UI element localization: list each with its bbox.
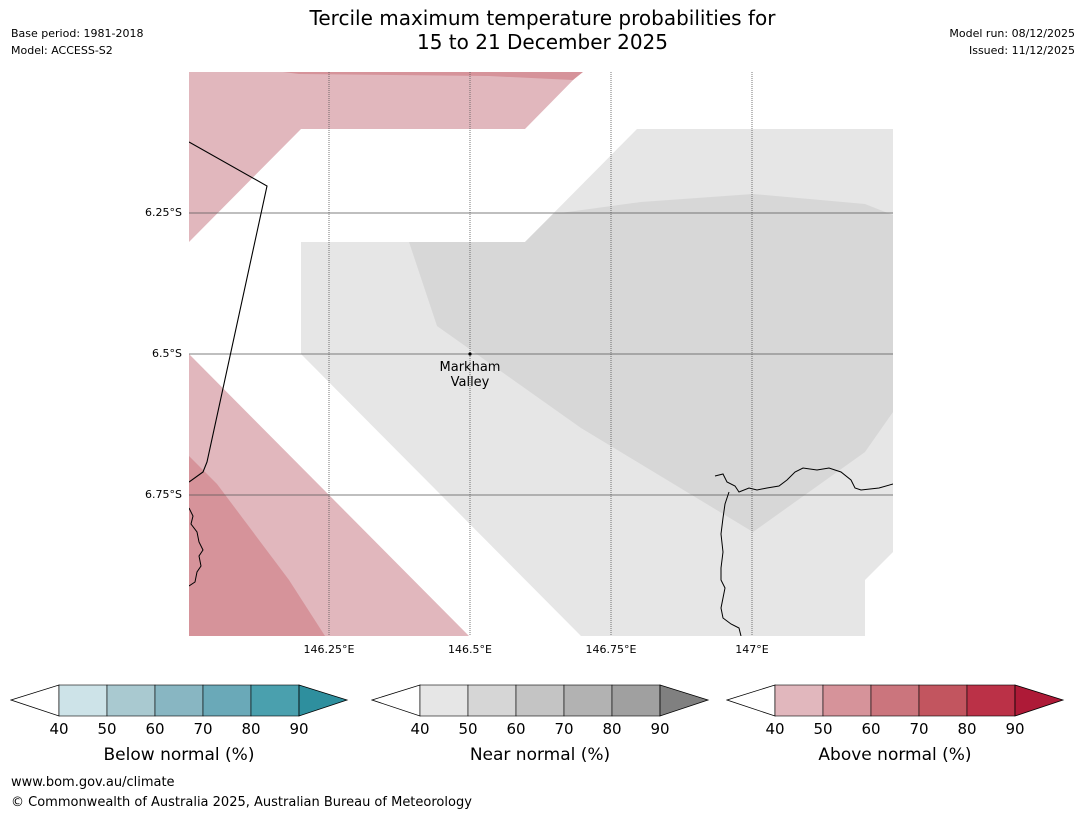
legend-near-title: Near normal (%) <box>469 745 611 765</box>
lat-label-6-5s: 6.5°S <box>152 347 182 360</box>
legend-below-tick: 60 <box>145 720 165 738</box>
model-run: Model run: 08/12/2025 <box>949 27 1075 40</box>
legend-below-tick: 40 <box>49 720 69 738</box>
legend-left-extension <box>371 684 421 717</box>
legend-below-normal-colorbar <box>10 684 349 717</box>
legend-above-normal-colorbar <box>726 684 1065 717</box>
legend-near-tick: 70 <box>554 720 574 738</box>
legend-near-normal-colorbar <box>371 684 710 717</box>
issued-date: Issued: 11/12/2025 <box>968 44 1075 57</box>
chart-title: Tercile maximum temperature probabilitie… <box>0 6 1085 54</box>
metadata-left: Base period: 1981-2018 Model: ACCESS-S2 <box>11 25 143 59</box>
lon-label-147e: 147°E <box>735 643 769 656</box>
legend-band <box>563 684 613 717</box>
legend-above-title: Above normal (%) <box>818 745 972 765</box>
legend-band <box>106 684 156 717</box>
legend-band <box>515 684 565 717</box>
model-name: Model: ACCESS-S2 <box>11 44 113 57</box>
legend-left-extension <box>726 684 776 717</box>
lon-label-146-75e: 146.75°E <box>585 643 637 656</box>
west-coastline <box>189 507 204 587</box>
legend-band <box>419 684 469 717</box>
legend-band <box>154 684 204 717</box>
legend-band <box>918 684 968 717</box>
legend-near-tick: 50 <box>458 720 478 738</box>
gridlines <box>189 72 893 636</box>
legend-above-tick: 40 <box>765 720 785 738</box>
legend-above-normal <box>726 684 1066 720</box>
forecast-map <box>189 72 893 636</box>
legend-right-extension <box>659 684 710 717</box>
legend-near-normal <box>371 684 711 720</box>
lat-label-6-25s: 6.25°S <box>145 206 182 219</box>
legend-band <box>822 684 872 717</box>
place-label-markham-valley: Markham Valley <box>420 360 520 390</box>
above-normal-40-region-north <box>189 72 581 242</box>
province-boundary <box>189 141 268 483</box>
legend-band <box>966 684 1016 717</box>
legend-band <box>870 684 920 717</box>
river <box>720 491 742 636</box>
near-normal-50-region <box>409 194 893 532</box>
legend-above-tick: 70 <box>909 720 929 738</box>
above-normal-50-region-north <box>283 72 583 80</box>
legend-above-tick: 50 <box>813 720 833 738</box>
legend-near-tick: 80 <box>602 720 622 738</box>
markham-valley-marker <box>468 352 472 356</box>
legend-band <box>202 684 252 717</box>
legend-band <box>611 684 661 717</box>
footer-url: www.bom.gov.au/climate <box>11 775 175 790</box>
footer-copyright: © Commonwealth of Australia 2025, Austra… <box>11 795 472 810</box>
legend-above-tick: 60 <box>861 720 881 738</box>
base-period: Base period: 1981-2018 <box>11 27 144 40</box>
legend-below-normal <box>10 684 350 720</box>
metadata-right: Model run: 08/12/2025 Issued: 11/12/2025 <box>949 25 1075 59</box>
legend-near-tick: 90 <box>650 720 670 738</box>
legend-above-tick: 80 <box>957 720 977 738</box>
chart-title-line1: Tercile maximum temperature probabilitie… <box>309 6 776 30</box>
place-label-line1: Markham <box>439 360 501 375</box>
legend-band <box>467 684 517 717</box>
above-normal-50-region-southwest <box>189 456 325 636</box>
legend-band <box>58 684 108 717</box>
legend-left-extension <box>10 684 60 717</box>
legend-below-tick: 70 <box>193 720 213 738</box>
legend-right-extension <box>1014 684 1065 717</box>
lat-label-6-75s: 6.75°S <box>145 488 182 501</box>
legend-band <box>774 684 824 717</box>
legend-right-extension <box>298 684 349 717</box>
east-coastline <box>714 467 893 493</box>
legend-band <box>250 684 300 717</box>
chart-title-line2: 15 to 21 December 2025 <box>416 30 668 54</box>
legend-below-tick: 50 <box>97 720 117 738</box>
legend-above-tick: 90 <box>1005 720 1025 738</box>
place-label-line2: Valley <box>450 375 490 390</box>
legend-below-tick: 90 <box>289 720 309 738</box>
lon-label-146-25e: 146.25°E <box>303 643 355 656</box>
legend-below-tick: 80 <box>241 720 261 738</box>
legend-below-title: Below normal (%) <box>103 745 255 765</box>
legend-near-tick: 40 <box>410 720 430 738</box>
legend-near-tick: 60 <box>506 720 526 738</box>
lon-label-146-5e: 146.5°E <box>448 643 492 656</box>
